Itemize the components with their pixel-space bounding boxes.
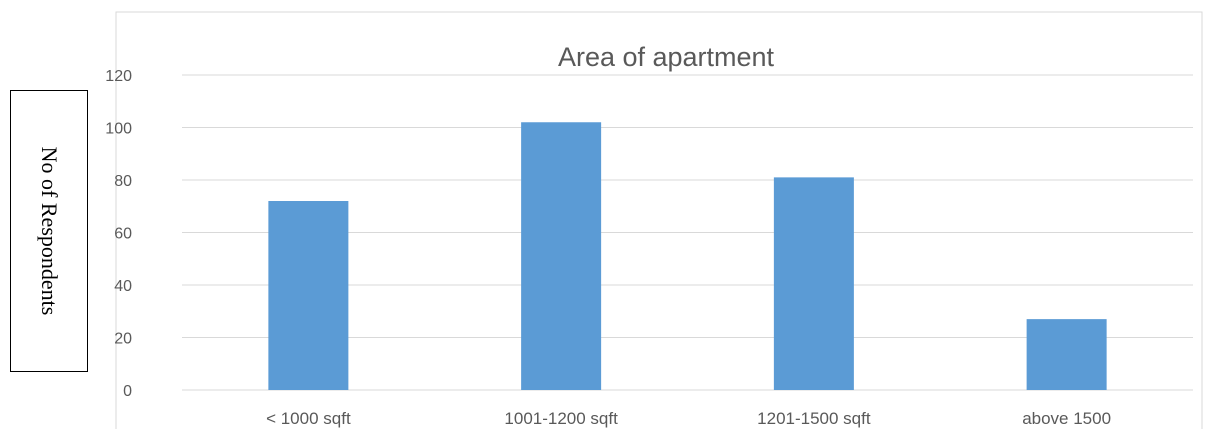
bar: [1026, 319, 1107, 390]
category-label: < 1000 sqft: [266, 409, 351, 428]
y-tick-label: 60: [114, 226, 132, 243]
category-label: above 1500: [1022, 409, 1111, 428]
y-tick-label: 20: [114, 331, 132, 348]
category-labels: < 1000 sqft 1001-1200 sqft 1201-1500 sqft a…: [266, 409, 1111, 428]
y-tick-label: 0: [123, 383, 132, 400]
chart-area-border: [115, 11, 1203, 429]
bar: [521, 122, 602, 390]
bars: [268, 122, 1107, 390]
category-label: 1201-1500 sqft: [757, 409, 871, 428]
y-axis-label-box: No of Respondents: [10, 90, 88, 372]
y-tick-label: 120: [105, 68, 132, 85]
y-tick-labels: 0 20 40 60 80 100 120: [105, 68, 132, 400]
category-label: 1001-1200 sqft: [504, 409, 618, 428]
gridlines: [182, 74, 1193, 391]
bar: [268, 201, 349, 390]
y-tick-label: 40: [114, 278, 132, 295]
y-tick-label: 80: [114, 173, 132, 190]
chart-title: Area of apartment: [558, 42, 775, 72]
y-tick-label: 100: [105, 121, 132, 138]
bar: [773, 177, 854, 390]
